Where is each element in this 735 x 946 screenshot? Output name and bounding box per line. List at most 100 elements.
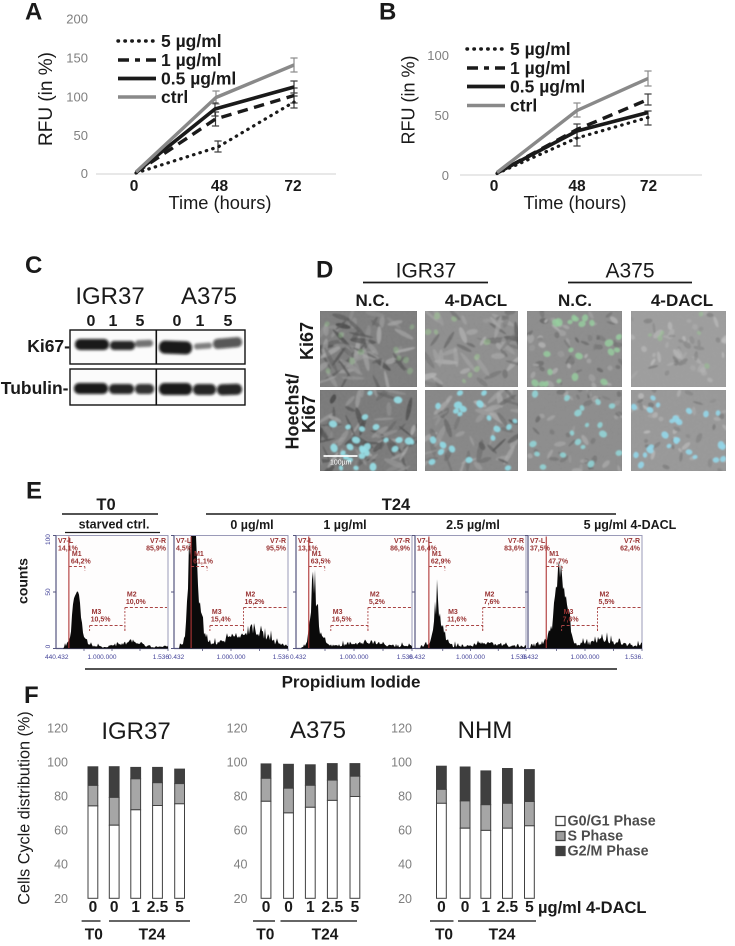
svg-text:1.536: 1.536 [273,654,290,661]
svg-text:M1: M1 [432,551,442,558]
svg-text:100: 100 [427,48,449,63]
svg-text:RFU (in %): RFU (in %) [36,52,57,146]
svg-text:1.536: 1.536 [153,654,170,661]
svg-text:T0: T0 [85,927,103,944]
svg-text:80: 80 [54,790,68,804]
svg-text:M3: M3 [212,609,222,616]
svg-text:15,4%: 15,4% [211,617,232,624]
svg-text:2.5: 2.5 [322,899,344,916]
svg-text:20: 20 [398,892,412,906]
svg-text:11,6%: 11,6% [447,617,467,624]
svg-text:F: F [24,682,39,709]
svg-text:83,6%: 83,6% [504,546,525,553]
svg-text:40: 40 [398,858,412,872]
svg-text:0: 0 [284,899,293,916]
svg-text:C: C [25,252,42,279]
svg-text:Ki67-: Ki67- [27,336,70,356]
svg-text:V7-L: V7-L [176,538,192,545]
svg-text:ctrl: ctrl [161,87,188,107]
svg-text:10,5%: 10,5% [91,617,112,624]
svg-text:0: 0 [490,178,499,195]
svg-text:M2: M2 [600,592,610,599]
svg-text:120: 120 [391,721,412,735]
svg-text:M3: M3 [448,609,458,616]
svg-text:4,5%: 4,5% [176,546,193,553]
svg-text:1.000.000: 1.000.000 [340,654,369,661]
svg-text:40: 40 [234,858,248,872]
svg-text:150: 150 [66,51,88,66]
svg-text:2.5: 2.5 [147,899,169,916]
svg-text:RFU (in %): RFU (in %) [399,56,419,145]
svg-text:0.432: 0.432 [168,654,185,661]
svg-text:40: 40 [54,858,68,872]
svg-text:0: 0 [110,899,119,916]
svg-text:100µm: 100µm [330,460,352,467]
svg-text:0: 0 [461,899,470,916]
svg-text:Ki67: Ki67 [299,395,319,433]
svg-text:200: 200 [66,12,88,27]
svg-text:N.C.: N.C. [558,291,592,310]
svg-text:M3: M3 [92,609,102,616]
svg-text:M3: M3 [333,609,343,616]
svg-text:1 µg/ml: 1 µg/ml [323,518,366,532]
svg-text:1.000.000: 1.000.000 [456,654,485,661]
svg-text:50: 50 [435,108,449,123]
svg-text:Time (hours): Time (hours) [169,192,272,213]
svg-text:S Phase: S Phase [568,829,624,845]
svg-text:5: 5 [525,899,534,916]
svg-text:0: 0 [45,644,52,648]
svg-text:Time (hours): Time (hours) [524,192,627,213]
svg-text:2.5: 2.5 [497,899,519,916]
svg-text:1.000.000: 1.000.000 [571,654,600,661]
svg-text:100: 100 [45,534,52,545]
svg-text:48: 48 [568,178,586,195]
svg-text:100: 100 [47,755,68,769]
svg-text:T24: T24 [139,927,166,944]
svg-text:5 µg/ml: 5 µg/ml [161,31,222,51]
svg-text:V7-R: V7-R [624,538,640,545]
svg-text:Hoechst/: Hoechst/ [283,373,303,449]
svg-text:M2: M2 [246,592,256,599]
svg-text:20: 20 [54,892,68,906]
svg-text:0: 0 [89,899,98,916]
svg-text:100: 100 [66,90,88,105]
svg-text:NHM: NHM [458,717,513,744]
svg-text:1: 1 [109,313,118,330]
svg-text:72: 72 [640,178,657,195]
svg-text:M3: M3 [564,609,574,616]
svg-text:100: 100 [391,755,412,769]
svg-text:0.5 µg/ml: 0.5 µg/ml [510,77,585,97]
svg-text:20: 20 [234,892,248,906]
svg-text:V7-L: V7-L [58,538,74,545]
svg-text:80: 80 [398,790,412,804]
svg-text:0: 0 [130,178,139,195]
svg-text:1.536: 1.536 [511,654,528,661]
svg-text:5 µg/ml 4-DACL: 5 µg/ml 4-DACL [584,518,677,532]
svg-text:A375: A375 [605,260,654,283]
svg-text:0: 0 [173,313,182,330]
svg-text:V7-L: V7-L [298,538,314,545]
svg-text:G0/G1 Phase: G0/G1 Phase [568,814,656,830]
svg-text:0.5 µg/ml: 0.5 µg/ml [161,69,236,89]
svg-text:0: 0 [437,899,446,916]
svg-text:1: 1 [481,899,490,916]
svg-text:440.432: 440.432 [45,654,69,661]
svg-text:72: 72 [284,178,301,195]
svg-text:5: 5 [224,313,233,330]
svg-text:5,5%: 5,5% [599,599,616,606]
svg-text:5 µg/ml: 5 µg/ml [510,39,571,59]
svg-text:1.536.: 1.536. [625,654,643,661]
svg-text:62,4%: 62,4% [620,546,641,553]
svg-text:Ki67: Ki67 [297,322,317,360]
svg-text:T24: T24 [489,927,516,944]
svg-text:M2: M2 [370,592,380,599]
svg-text:60: 60 [54,824,68,838]
svg-text:M1: M1 [549,551,559,558]
svg-text:M2: M2 [127,592,137,599]
svg-text:80: 80 [234,790,248,804]
svg-text:1 µg/ml: 1 µg/ml [510,58,571,78]
svg-text:4-DACL: 4-DACL [445,291,507,310]
svg-text:0: 0 [87,313,96,330]
svg-text:50: 50 [45,588,52,596]
svg-text:T24: T24 [382,496,411,514]
